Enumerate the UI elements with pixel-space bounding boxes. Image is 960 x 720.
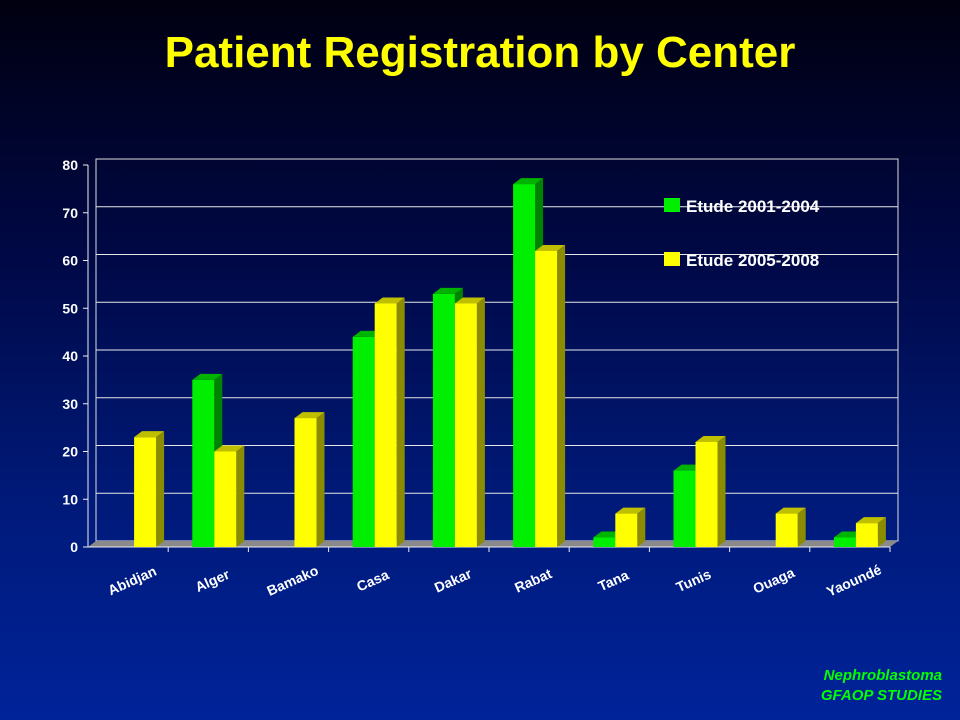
bar-yaoundé-series-2 — [855, 517, 886, 547]
bar-casa-series-2 — [374, 297, 405, 547]
bar-abidjan-series-2 — [134, 431, 165, 547]
bar-side — [717, 435, 726, 547]
bar-side — [557, 244, 566, 547]
bar-top — [454, 297, 485, 304]
bar-front — [214, 451, 237, 547]
bar-front — [134, 437, 157, 547]
y-tick-label: 30 — [62, 396, 78, 412]
bar-top — [513, 178, 544, 185]
bar-front — [833, 537, 856, 547]
y-tick-label: 50 — [62, 300, 78, 316]
legend-label-2: Etude 2005-2008 — [686, 251, 819, 270]
bar-front — [294, 418, 317, 547]
y-tick-label: 40 — [62, 348, 78, 364]
bar-rabat-series-2 — [535, 244, 566, 547]
bar-dakar-series-2 — [454, 297, 485, 547]
bar-top — [214, 445, 245, 452]
bar-front — [695, 441, 718, 547]
bar-front — [673, 470, 696, 547]
bar-alger-series-2 — [214, 445, 245, 547]
bar-top — [695, 435, 726, 442]
bar-front — [615, 513, 638, 547]
bar-front — [775, 513, 798, 547]
bar-side — [316, 412, 325, 547]
y-tick-label: 20 — [62, 444, 78, 460]
legend-label-1: Etude 2001-2004 — [686, 197, 820, 216]
bar-top — [192, 373, 223, 380]
bar-front — [593, 537, 616, 547]
bar-side — [877, 517, 886, 547]
bar-top — [134, 431, 165, 438]
legend-swatch-1 — [664, 198, 680, 212]
bar-front — [535, 250, 558, 547]
legend-swatch-2 — [664, 252, 680, 266]
bar-side — [156, 431, 165, 547]
bar-front — [192, 379, 215, 547]
y-tick-label: 70 — [62, 205, 78, 221]
bar-front — [352, 336, 375, 547]
footer-credit: Nephroblastoma GFAOP STUDIES — [821, 666, 942, 706]
x-tick-label: Alger — [193, 566, 233, 595]
bar-top — [775, 507, 806, 514]
bar-front — [454, 303, 477, 547]
y-tick-label: 10 — [62, 491, 78, 507]
x-tick-label: Bamako — [264, 562, 320, 599]
bar-side — [396, 297, 405, 547]
bar-side — [236, 445, 245, 547]
y-tick-label: 80 — [62, 157, 78, 173]
bar-front — [855, 523, 878, 547]
bar-ouaga-series-2 — [775, 507, 806, 547]
bar-front — [432, 293, 455, 547]
bar-side — [797, 507, 806, 547]
x-tick-label: Rabat — [512, 565, 554, 596]
footer-line-1: Nephroblastoma — [823, 667, 942, 684]
x-tick-label: Yaoundé — [824, 561, 884, 599]
bar-front — [374, 303, 397, 547]
bar-top — [615, 507, 646, 514]
x-tick-label: Ouaga — [751, 564, 798, 596]
x-tick-label: Abidjan — [105, 563, 158, 599]
bar-top — [855, 517, 886, 524]
chart-title: Patient Registration by Center — [164, 28, 796, 77]
y-tick-label: 60 — [62, 253, 78, 269]
footer-line-2: GFAOP STUDIES — [820, 687, 942, 704]
bar-bamako-series-2 — [294, 412, 325, 547]
x-tick-label: Tana — [596, 567, 632, 595]
bar-top — [374, 297, 405, 304]
bar-top — [535, 244, 566, 251]
bar-top — [294, 412, 325, 419]
bar-side — [637, 507, 646, 547]
bar-tana-series-2 — [615, 507, 646, 547]
bar-front — [513, 184, 536, 547]
y-tick-label: 0 — [70, 539, 78, 555]
x-tick-label: Dakar — [432, 565, 475, 596]
bar-side — [476, 297, 485, 547]
bar-top — [432, 287, 463, 294]
x-tick-label: Casa — [354, 566, 391, 594]
x-tick-label: Tunis — [674, 566, 714, 595]
bar-tunis-series-2 — [695, 435, 726, 547]
